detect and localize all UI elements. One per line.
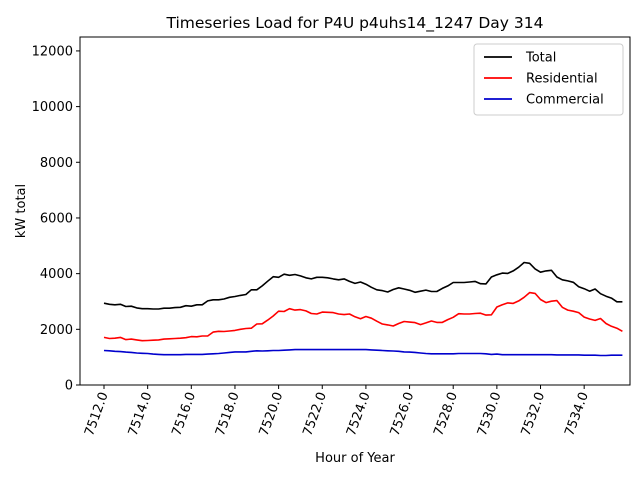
legend: Total Residential Commercial <box>473 43 624 116</box>
legend-frame <box>473 43 624 116</box>
x-axis-label: Hour of Year <box>315 451 395 466</box>
y-tick-label: 10000 <box>32 100 73 115</box>
legend-label-commercial: Commercial <box>526 93 604 108</box>
y-tick-label: 0 <box>65 379 73 394</box>
series-line-commercial <box>103 348 623 357</box>
chart-title: Timeseries Load for P4U p4uhs14_1247 Day… <box>166 14 544 33</box>
y-axis-label: kW total <box>14 184 29 238</box>
plot-frame <box>79 36 631 386</box>
y-tick-label: 6000 <box>40 211 73 226</box>
series-layer <box>103 261 623 357</box>
y-tick-label: 2000 <box>40 323 73 338</box>
legend-label-residential: Residential <box>526 72 598 87</box>
y-tick-label: 4000 <box>40 267 73 282</box>
y-axis-ticks: 0 2000 4000 6000 8000 10000 12000 <box>32 44 80 394</box>
y-tick-label: 12000 <box>32 44 73 59</box>
legend-label-total: Total <box>525 51 556 66</box>
series-line-residential <box>103 291 623 342</box>
series-line-total <box>103 261 623 310</box>
y-tick-label: 8000 <box>40 156 73 171</box>
